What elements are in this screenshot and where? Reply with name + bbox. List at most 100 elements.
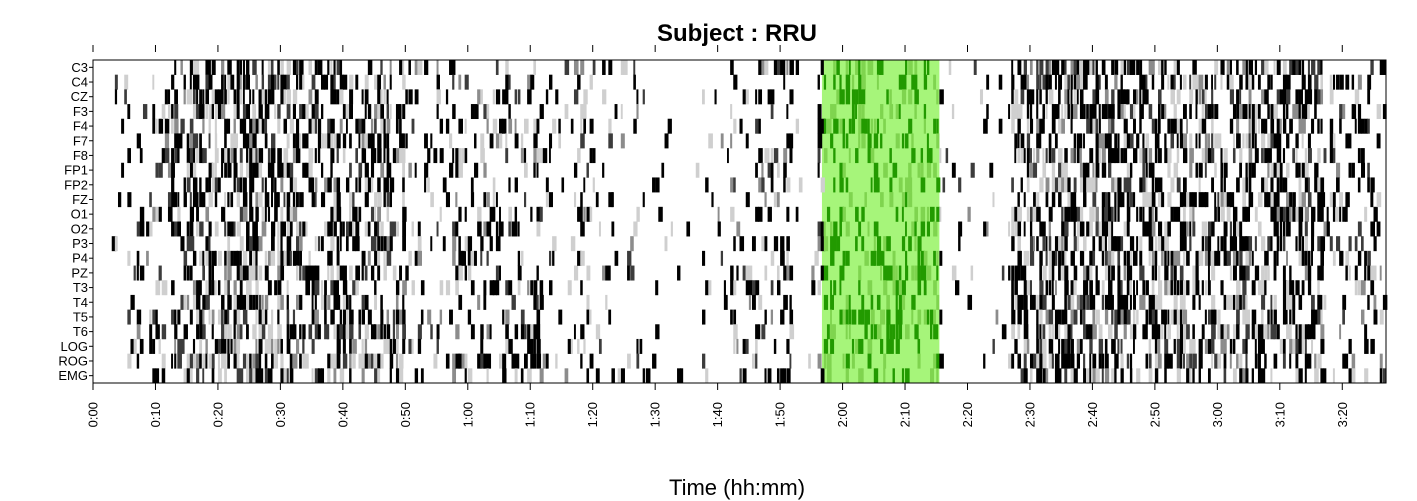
heatmap-cell <box>411 118 415 134</box>
heatmap-cell <box>242 177 247 193</box>
heatmap-cell <box>1133 309 1136 325</box>
heatmap-cell <box>114 236 118 252</box>
heatmap-cell <box>1154 265 1158 281</box>
heatmap-cell <box>936 250 939 266</box>
heatmap-cell <box>580 280 583 296</box>
heatmap-cell <box>1054 177 1059 193</box>
heatmap-cell <box>1048 353 1053 369</box>
heatmap-cell <box>1292 309 1296 325</box>
heatmap-cell <box>1348 265 1351 281</box>
heatmap-cell <box>530 353 534 369</box>
heatmap-cell <box>1279 206 1284 222</box>
heatmap-cell <box>280 89 285 105</box>
heatmap-cell <box>536 221 541 237</box>
heatmap-cell <box>1367 177 1370 193</box>
heatmap-cell <box>1104 236 1107 252</box>
heatmap-cell <box>864 324 868 340</box>
heatmap-cell <box>289 353 293 369</box>
heatmap-cell <box>533 338 536 354</box>
heatmap-cell <box>414 60 418 75</box>
heatmap-cell <box>252 236 256 252</box>
heatmap-cell <box>1211 177 1215 193</box>
heatmap-cell <box>1286 104 1289 120</box>
heatmap-cell <box>192 133 197 149</box>
heatmap-cell <box>389 368 392 384</box>
heatmap-cell <box>548 74 553 90</box>
heatmap-cell <box>392 148 397 164</box>
heatmap-cell <box>1133 250 1138 266</box>
heatmap-cell <box>183 89 186 105</box>
heatmap-cell <box>508 206 512 222</box>
heatmap-cell <box>495 192 498 208</box>
heatmap-cell <box>1311 309 1316 325</box>
heatmap-cell <box>1048 206 1053 222</box>
heatmap-cell <box>1158 265 1161 281</box>
heatmap-cell <box>1189 368 1192 384</box>
heatmap-cell <box>1129 133 1134 149</box>
heatmap-cell <box>355 177 358 193</box>
heatmap-cell <box>908 89 913 105</box>
heatmap-cell <box>367 221 371 237</box>
heatmap-cell <box>880 133 883 149</box>
heatmap-cell <box>1323 221 1327 237</box>
heatmap-cell <box>1314 162 1319 178</box>
heatmap-cell <box>845 89 851 105</box>
heatmap-cell <box>1142 324 1146 340</box>
heatmap-cell <box>320 294 325 310</box>
heatmap-cell <box>336 338 341 354</box>
heatmap-cell <box>608 309 612 325</box>
heatmap-cell <box>420 280 425 296</box>
heatmap-cell <box>508 177 511 193</box>
heatmap-cell <box>502 353 507 369</box>
heatmap-cell <box>167 206 173 222</box>
heatmap-cell <box>224 133 227 149</box>
heatmap-cell <box>1029 206 1033 222</box>
heatmap-cell <box>1276 324 1280 340</box>
heatmap-cell <box>1048 265 1053 281</box>
heatmap-cell <box>1139 104 1144 120</box>
heatmap-cell <box>1148 148 1153 164</box>
heatmap-cell <box>467 236 473 252</box>
heatmap-cell <box>1311 294 1315 310</box>
heatmap-cell <box>1264 148 1268 164</box>
heatmap-cell <box>577 74 581 90</box>
heatmap-cell <box>1064 104 1067 120</box>
heatmap-cell <box>702 89 705 105</box>
heatmap-cell <box>917 309 922 325</box>
heatmap-cell <box>748 294 752 310</box>
heatmap-cell <box>905 221 907 237</box>
heatmap-cell <box>1011 236 1015 252</box>
heatmap-cell <box>370 324 376 340</box>
heatmap-cell <box>1073 221 1076 237</box>
heatmap-cell <box>439 309 443 325</box>
heatmap-cell <box>489 280 495 296</box>
heatmap-cell <box>427 309 432 325</box>
heatmap-cell <box>452 236 457 252</box>
heatmap-cell <box>320 280 324 296</box>
heatmap-cell <box>1286 162 1290 178</box>
heatmap-cell <box>1282 206 1286 222</box>
heatmap-cell <box>217 89 222 105</box>
heatmap-cell <box>477 294 481 310</box>
heatmap-cell <box>233 221 236 237</box>
heatmap-cell <box>1207 148 1212 164</box>
heatmap-cell <box>1173 338 1176 354</box>
heatmap-cell <box>661 162 665 178</box>
heatmap-cell <box>742 338 746 354</box>
heatmap-cell <box>1051 104 1057 120</box>
heatmap-cell <box>370 118 374 134</box>
heatmap-cell <box>1339 324 1342 340</box>
heatmap-cell <box>1126 162 1130 178</box>
heatmap-cell <box>411 338 414 354</box>
heatmap-cell <box>1058 177 1062 193</box>
heatmap-cell <box>208 133 211 149</box>
heatmap-cell <box>1357 221 1362 237</box>
heatmap-cell <box>436 60 439 75</box>
heatmap-cell <box>633 118 637 134</box>
heatmap-cell <box>1045 250 1048 266</box>
heatmap-cell <box>327 177 332 193</box>
heatmap-cell <box>1370 338 1375 354</box>
heatmap-cell <box>1151 60 1155 75</box>
heatmap-cell <box>374 221 379 237</box>
heatmap-cell <box>758 60 763 75</box>
